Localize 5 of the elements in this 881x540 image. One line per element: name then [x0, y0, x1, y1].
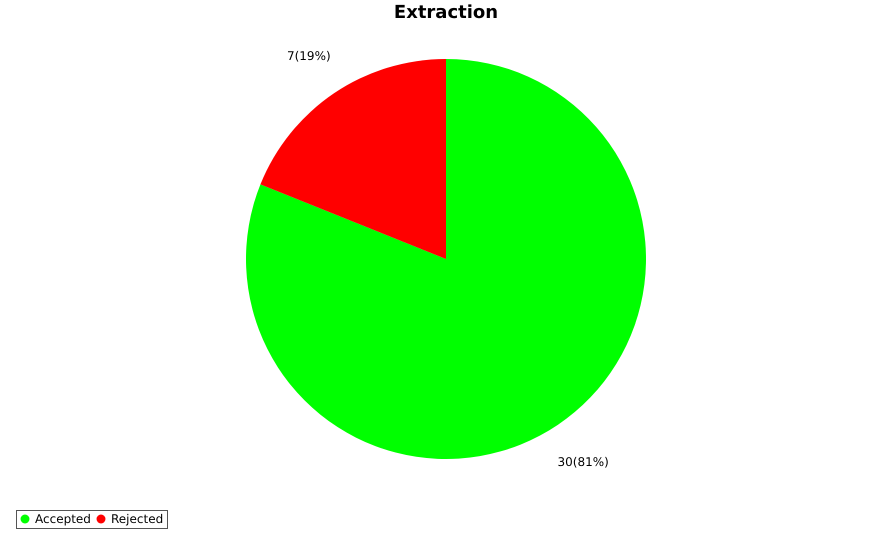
- legend-label: Rejected: [111, 512, 164, 526]
- data-label: 7(19%): [286, 49, 331, 64]
- legend-label: Accepted: [35, 512, 91, 526]
- data-label: 30(81%): [558, 454, 609, 469]
- chart-title: Extraction: [394, 2, 498, 23]
